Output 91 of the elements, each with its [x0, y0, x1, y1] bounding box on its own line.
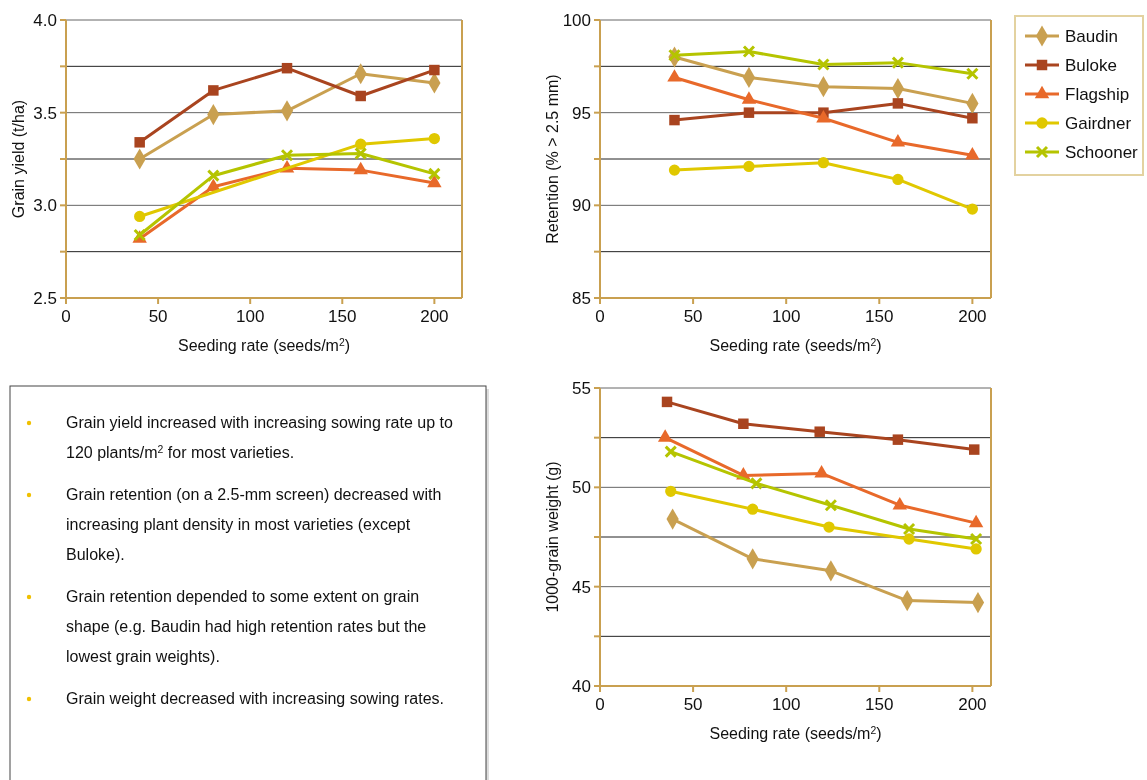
point	[969, 444, 980, 455]
y-tick-label: 95	[572, 103, 591, 123]
point	[743, 107, 755, 118]
x-tick-label: 0	[595, 695, 605, 714]
point	[667, 48, 681, 62]
y-tick-label: 50	[572, 478, 591, 498]
text: Grain retention depended to some extent on grain shape (e.g. Baudin had high retention rates but the lowest grain weights).	[66, 588, 427, 665]
point	[665, 485, 677, 497]
point	[206, 169, 220, 183]
point	[965, 67, 979, 81]
point	[970, 543, 982, 555]
point	[355, 138, 367, 150]
x-tick-label: 100	[772, 307, 801, 326]
y-axis-title: Grain yield (t/ha)	[10, 99, 27, 219]
text: Grain weight decreased with increasing sowing rates.	[66, 690, 444, 707]
point	[134, 137, 145, 148]
point	[747, 503, 759, 515]
legend-label: Gairdner	[1065, 114, 1132, 133]
x-axis-title: Seeding rate (seeds/m$^{2}$)	[709, 724, 882, 742]
point	[208, 85, 219, 96]
y-axis-title: Retention (% > 2.5 mm)	[544, 74, 561, 244]
x-axis-title: Seeding rate (seeds/m$^{2}$)	[177, 336, 351, 354]
legend-label: Flagship	[1065, 85, 1130, 104]
y-tick-label: 55	[572, 379, 591, 398]
point	[967, 112, 978, 124]
x-tick-label: 50	[148, 307, 168, 326]
point	[968, 514, 984, 528]
legend-label: Baudin	[1065, 27, 1118, 46]
y-tick-label: 85	[572, 289, 591, 308]
point	[903, 533, 915, 545]
x-axis-title: Seeding rate (seeds/m$^{2}$)	[709, 336, 882, 354]
point	[817, 157, 830, 169]
point	[657, 429, 673, 442]
legend-label: Buloke	[1065, 56, 1117, 75]
point	[661, 396, 673, 408]
point	[667, 69, 682, 82]
x-tick-label: 200	[420, 307, 449, 326]
point	[749, 476, 763, 490]
y-tick-label: 2.5	[33, 289, 57, 308]
point	[892, 496, 907, 510]
x-tick-label: 150	[865, 695, 894, 714]
point	[892, 98, 904, 109]
point	[354, 146, 368, 160]
point	[891, 56, 905, 70]
x-tick-label: 100	[236, 307, 265, 326]
point	[281, 62, 293, 74]
point	[664, 445, 678, 459]
point	[902, 522, 916, 536]
point	[353, 161, 368, 175]
x-tick-label: 150	[865, 307, 894, 326]
text: Grain yield increased with increasing sowing rate up to 120 plants/m$^{2}$ for most varieties.	[66, 414, 453, 461]
point	[742, 45, 756, 59]
point	[966, 203, 979, 215]
point	[355, 90, 366, 102]
x-tick-label: 0	[61, 307, 71, 326]
point	[669, 114, 680, 126]
y-tick-label: 4.0	[33, 11, 57, 30]
x-tick-label: 0	[595, 307, 605, 326]
point	[427, 174, 442, 188]
legend-label: Schooner	[1065, 143, 1139, 162]
point	[892, 173, 904, 186]
x-tick-label: 100	[772, 695, 801, 714]
point	[428, 132, 441, 145]
point	[816, 57, 830, 71]
x-tick-label: 50	[683, 695, 703, 714]
y-axis-title: 1000-grain weight (g)	[544, 461, 561, 613]
point	[892, 434, 904, 445]
x-tick-label: 200	[958, 695, 987, 714]
point	[814, 426, 825, 437]
point	[969, 532, 983, 546]
point	[134, 210, 146, 223]
point	[824, 498, 838, 512]
point	[429, 64, 440, 76]
point	[668, 164, 681, 176]
point	[814, 465, 829, 478]
point	[823, 521, 835, 533]
y-tick-label: 90	[572, 196, 591, 216]
y-tick-label: 40	[572, 677, 591, 696]
text: Grain retention (on a 2.5-mm screen) decreased with increasing plant density in most varieties (except Buloke).	[66, 486, 442, 563]
x-tick-label: 50	[683, 307, 703, 326]
y-tick-label: 100	[562, 11, 591, 30]
y-tick-label: 3.0	[33, 196, 57, 216]
x-tick-label: 200	[958, 307, 987, 326]
point	[743, 160, 755, 173]
point	[280, 148, 294, 162]
x-tick-label: 150	[328, 307, 357, 326]
point	[890, 134, 906, 147]
y-tick-label: 45	[572, 577, 591, 597]
y-tick-label: 3.5	[33, 103, 57, 123]
point	[738, 418, 749, 429]
point	[427, 167, 441, 181]
